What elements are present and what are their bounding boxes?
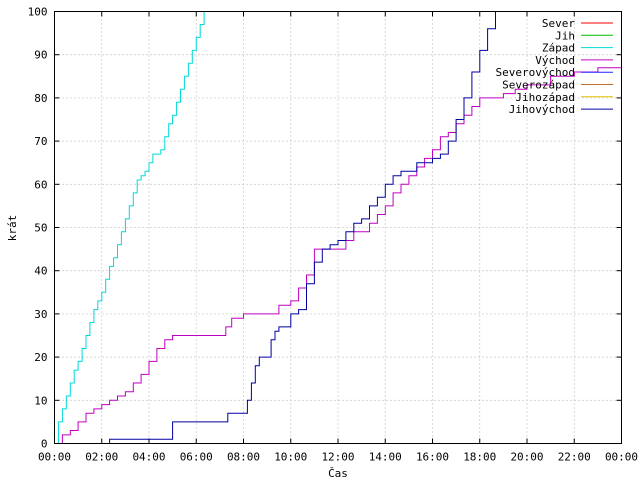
series-line-zapad [54,11,212,444]
x-tick-label: 20:00 [510,451,543,464]
y-tick-label: 100 [28,6,48,19]
legend-label-sever: Sever [542,17,575,30]
tick-layer: 00:00 02:00 04:00 06:00 08:00 10:00 12:00 14:00… [28,6,638,464]
y-axis-label: krát [6,215,19,242]
y-tick-label: 20 [34,351,47,364]
legend-label-jihovychod: Jihovýchod [509,103,575,116]
series-line-jihovychod [105,11,496,444]
y-tick-label: 30 [34,308,47,321]
y-tick-label: 40 [34,265,47,278]
x-tick-label: 06:00 [180,451,213,464]
legend-label-vychod: Východ [535,54,575,67]
x-tick-label: 16:00 [416,451,449,464]
legend-label-jihozapad: Jihozápad [515,91,575,104]
x-tick-label: 14:00 [369,451,402,464]
y-tick-label: 0 [41,438,48,451]
x-tick-label: 04:00 [132,451,165,464]
y-tick-label: 90 [34,49,47,62]
y-tick-label: 50 [34,222,47,235]
plot-frame [54,11,622,444]
y-tick-label: 70 [34,135,47,148]
x-tick-label: 08:00 [227,451,260,464]
y-tick-label: 60 [34,178,47,191]
x-tick-label: 22:00 [558,451,591,464]
legend: SeverJihZápadVýchodSeverovýchodSeverozáp… [496,17,613,116]
x-tick-label: 10:00 [274,451,307,464]
x-tick-label: 00:00 [38,451,71,464]
y-tick-label: 10 [34,394,47,407]
series-layer [54,11,622,444]
x-tick-label: 00:00 [605,451,638,464]
x-tick-label: 12:00 [321,451,354,464]
legend-label-jih: Jih [555,29,575,42]
legend-label-zapad: Západ [542,42,575,55]
x-axis-label: Čas [328,467,348,480]
legend-label-severozapad: Severozápad [502,79,575,92]
x-tick-label: 18:00 [463,451,496,464]
x-tick-label: 02:00 [85,451,118,464]
y-tick-label: 80 [34,92,47,105]
legend-label-severovychod: Severovýchod [496,66,575,79]
grid-layer [54,11,622,444]
